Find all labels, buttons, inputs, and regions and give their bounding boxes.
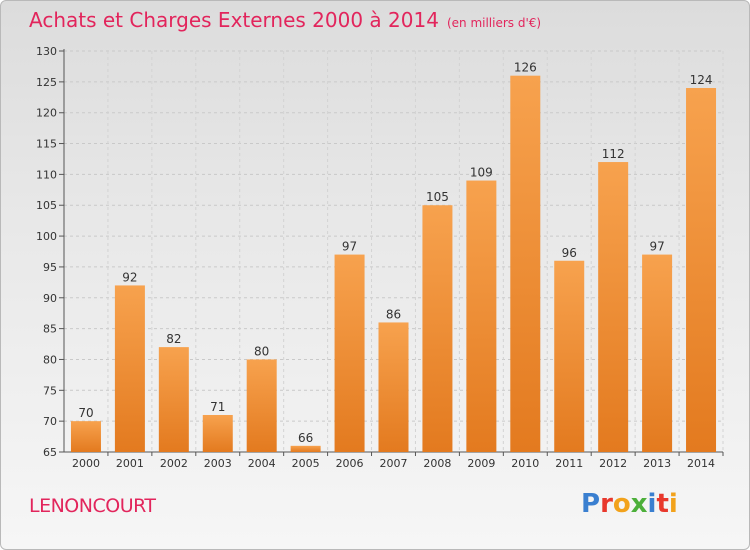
x-tick-label: 2012 [599,457,627,470]
bar [466,180,497,453]
data-label: 105 [426,190,449,204]
bar [378,322,409,452]
chart-title: Achats et Charges Externes 2000 à 2014 (e… [29,8,541,32]
chart-subtitle: (en milliers d'€) [446,16,542,30]
y-tick-label: 95 [43,261,57,274]
bar [246,359,277,452]
bar [290,445,321,452]
x-tick-label: 2001 [116,457,144,470]
x-tick-label: 2003 [204,457,232,470]
x-tick-label: 2013 [643,457,671,470]
y-tick-label: 110 [36,168,57,181]
x-tick-label: 2009 [467,457,495,470]
data-label: 92 [122,270,137,284]
bar [510,75,541,452]
y-tick-label: 130 [36,45,57,58]
bar [202,414,233,452]
y-tick-label: 100 [36,230,57,243]
data-label: 66 [298,431,313,445]
x-tick-label: 2014 [687,457,715,470]
logo-letter: o [612,489,631,519]
bar [70,421,101,452]
data-label: 71 [210,400,225,414]
data-label: 86 [386,307,401,321]
bar [422,205,453,452]
data-label: 112 [602,147,625,161]
bar [114,285,145,452]
logo-letter: P [581,489,601,519]
y-tick-label: 115 [36,138,57,151]
y-tick-label: 75 [43,384,57,397]
y-tick-label: 80 [43,353,57,366]
data-label: 82 [166,332,181,346]
logo-letter: t [656,489,669,519]
data-label: 124 [690,73,713,87]
bar [158,347,189,452]
x-tick-label: 2008 [423,457,451,470]
logo-letter: i [668,489,678,519]
x-tick-label: 2011 [555,457,583,470]
x-tick-label: 2000 [72,457,100,470]
bars [70,75,717,453]
x-tick-label: 2004 [248,457,276,470]
proxiti-logo: Proxiti [581,489,678,519]
data-label: 97 [649,240,664,254]
data-label: 109 [470,166,493,180]
city-label: LENONCOURT [29,495,156,517]
y-tick-label: 85 [43,323,57,336]
bar [686,88,717,452]
x-tick-label: 2010 [511,457,539,470]
x-tick-label: 2007 [380,457,408,470]
logo-letter: i [647,489,657,519]
title-text: Achats et Charges Externes 2000 à 2014 [29,8,439,32]
logo-letter: r [600,489,613,519]
data-label: 126 [514,61,537,75]
x-tick-label: 2005 [292,457,320,470]
bar [598,162,629,453]
labels: 2000 70 2001 92 2002 82 2003 71 2004 80 2005 66 2006… [72,61,715,470]
bar [554,260,585,452]
bar [642,254,673,452]
data-label: 96 [562,246,577,260]
x-tick-label: 2006 [336,457,364,470]
y-tick-label: 65 [43,446,57,459]
y-tick-label: 120 [36,107,57,120]
bar [334,254,365,452]
y-tick-label: 70 [43,415,57,428]
data-label: 70 [78,406,93,420]
x-tick-label: 2002 [160,457,188,470]
logo-letter: x [630,489,648,519]
data-label: 80 [254,344,269,358]
data-label: 97 [342,240,357,254]
y-tick-label: 105 [36,199,57,212]
y-tick-label: 90 [43,292,57,305]
y-tick-label: 125 [36,76,57,89]
